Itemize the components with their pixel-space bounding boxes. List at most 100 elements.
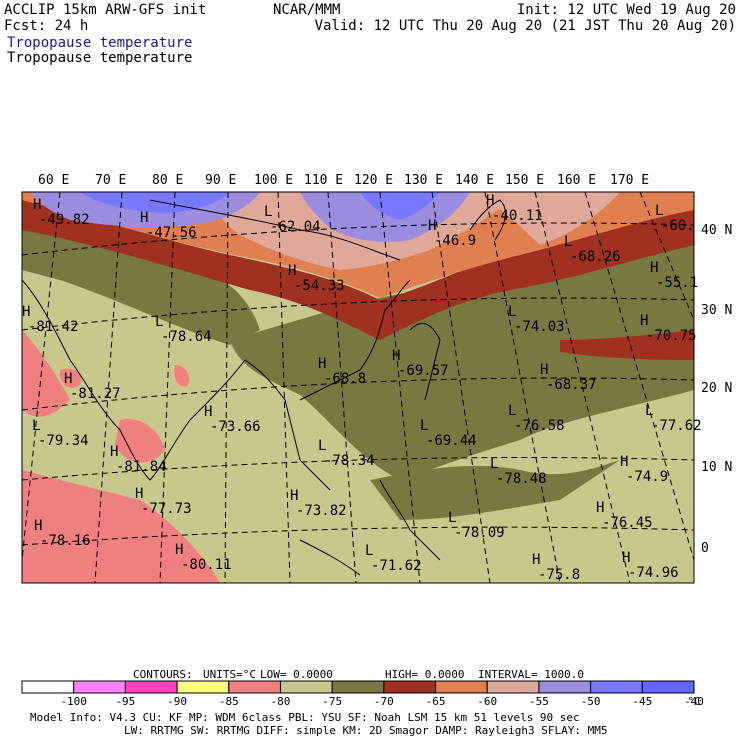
colorbar-swatch (228, 680, 281, 694)
colorbar-swatch (538, 680, 592, 694)
colorbar-swatch (176, 680, 230, 694)
model-info-line2: LW: RRTMG SW: RRTMG DIFF: simple KM: 2D … (124, 724, 608, 737)
high-marker: H (640, 313, 648, 329)
center-value: -68.8 (324, 371, 366, 387)
high-marker: H (650, 260, 658, 276)
center-value: -74.9 (626, 469, 668, 485)
lat-label: 0 (701, 541, 709, 556)
low-marker: L (420, 418, 428, 434)
center-value: -68.26 (570, 249, 621, 265)
colorbar-swatch (21, 680, 75, 694)
init-time: Init: 12 UTC Wed 19 Aug 20 (516, 2, 736, 18)
lon-label: 90 E (205, 173, 236, 188)
lat-label: 40 N (701, 223, 732, 238)
center-value: -81.84 (116, 459, 167, 475)
center-value: -47.56 (146, 225, 197, 241)
high-marker: H (290, 488, 298, 504)
lon-label: 100 E (254, 173, 293, 188)
low-marker: L (448, 510, 456, 526)
colorbar-tick-label: -50 (581, 695, 601, 708)
center-value: -68.37 (546, 377, 597, 393)
colorbar-tick-label: -55 (529, 695, 549, 708)
lon-label: 170 E (610, 173, 649, 188)
low-marker: L (564, 234, 572, 250)
high-marker: H (175, 542, 183, 558)
high-marker: H (33, 197, 41, 213)
low-marker: L (155, 314, 163, 330)
colorbar-tick-label: -40 (684, 695, 704, 708)
center-value: -77.73 (141, 501, 192, 517)
center-value: -78.48 (496, 471, 547, 487)
high-marker: H (540, 362, 548, 378)
center-value: -73.66 (210, 419, 261, 435)
low-marker: L (508, 403, 516, 419)
high-marker: H (204, 404, 212, 420)
colorbar-unit: °C (687, 695, 700, 708)
high-marker: H (34, 518, 42, 534)
low-marker: L (655, 203, 663, 219)
colorbar-swatch (279, 680, 333, 694)
institution: NCAR/MMM (273, 2, 341, 18)
high-marker: H (620, 454, 628, 470)
center-value: -62.04 (270, 219, 321, 235)
colorbar-swatch (331, 680, 385, 694)
high-marker: H (110, 444, 118, 460)
center-value: -55.1 (656, 275, 698, 291)
lon-label: 70 E (95, 173, 126, 188)
lat-label: 30 N (701, 303, 732, 318)
contour-low: LOW= 0.0000 (260, 668, 333, 681)
map-frame (21, 191, 695, 584)
colorbar-tick-label: -100 (60, 695, 87, 708)
center-value: -40.11 (492, 208, 543, 224)
high-marker: H (428, 218, 436, 234)
lon-label: 110 E (304, 173, 343, 188)
high-marker: H (288, 263, 296, 279)
center-value: -46.9 (434, 233, 476, 249)
center-value: -69.44 (426, 433, 477, 449)
latitude-labels: 40 N 30 N 20 N 10 N 0 (701, 223, 732, 556)
high-marker: H (622, 550, 630, 566)
center-value: -54.33 (294, 278, 345, 294)
field-title-contour: Tropopause temperature (7, 50, 193, 66)
center-value: -80.11 (181, 557, 232, 573)
high-marker: H (140, 210, 148, 226)
colorbar-tick-label: -80 (271, 695, 291, 708)
lat-lon-grid (22, 192, 694, 583)
center-value: -81.42 (28, 319, 79, 335)
colorbar-tick-label: -60 (477, 695, 497, 708)
colorbar-swatch (73, 680, 126, 694)
model-info-line1: Model Info: V4.3 CU: KF MP: WDM 6class P… (30, 711, 580, 724)
center-value: -78.34 (324, 453, 375, 469)
longitude-labels: 60 E 70 E 80 E 90 E 100 E 110 E 120 E 13… (38, 173, 649, 188)
center-value: -76.45 (602, 515, 653, 531)
colorbar-swatch (383, 680, 437, 694)
colorbar-tick-label: -65 (426, 695, 446, 708)
center-value: -78.09 (454, 525, 505, 541)
lat-label: 20 N (701, 381, 732, 396)
high-marker: H (64, 371, 72, 387)
low-marker: L (508, 304, 516, 320)
forecast-hour: Fcst: 24 h (4, 18, 89, 34)
center-value: -60. (661, 218, 695, 234)
center-value: -74.03 (514, 319, 565, 335)
valid-time: Valid: 12 UTC Thu 20 Aug 20 (21 JST Thu … (314, 18, 736, 34)
center-value: -74.96 (628, 565, 679, 581)
high-marker: H (135, 486, 143, 502)
colorbar-tick-label: -90 (167, 695, 187, 708)
colorbar-swatch (435, 680, 488, 694)
low-marker: L (365, 543, 373, 559)
center-value: -78.16 (40, 533, 91, 549)
high-marker: H (532, 552, 540, 568)
colorbar: -100 -95 -90 -85 -80 -75 -70 -65 -60 -55 -50 -45 -40… (21, 680, 704, 708)
center-value: -75.8 (538, 567, 580, 583)
contour-interval: INTERVAL= 1000.0 (478, 668, 584, 681)
low-marker: L (32, 418, 40, 434)
lat-label: 10 N (701, 460, 732, 475)
lon-label: 120 E (354, 173, 393, 188)
center-value: -77.62 (651, 418, 702, 434)
center-value: -76.58 (514, 418, 565, 434)
low-marker: L (264, 204, 272, 220)
lon-label: 150 E (505, 173, 544, 188)
colorbar-tick-label: -85 (219, 695, 239, 708)
